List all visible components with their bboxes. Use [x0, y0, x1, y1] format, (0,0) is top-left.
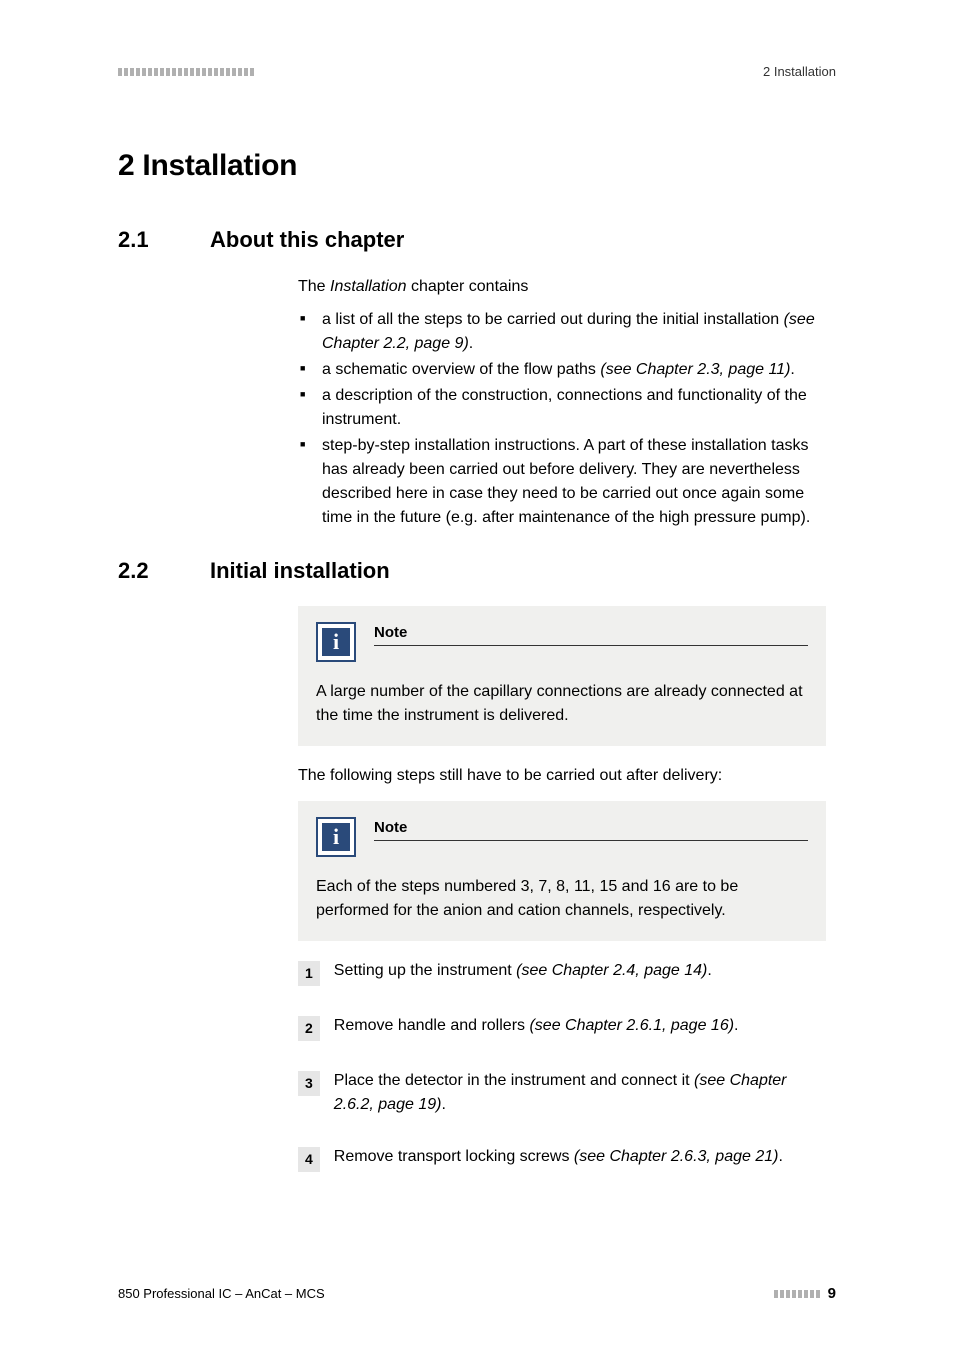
section-2-1-body: The Installation chapter contains a list…: [298, 275, 826, 530]
footer-ornament: [774, 1290, 820, 1298]
step-item: 4 Remove transport locking screws (see C…: [298, 1145, 826, 1172]
step-number: 4: [298, 1147, 320, 1172]
text: The: [298, 278, 330, 295]
note-box: i Note Each of the steps numbered 3, 7, …: [298, 801, 826, 941]
paragraph: The following steps still have to be car…: [298, 764, 826, 787]
info-icon: i: [316, 622, 356, 662]
section-number: 2.1: [118, 227, 210, 253]
text: a schematic overview of the flow paths: [322, 361, 600, 378]
step-number: 1: [298, 961, 320, 986]
header-ornament: [118, 68, 254, 76]
text: .: [469, 335, 473, 352]
text: .: [734, 1017, 738, 1034]
note-body: Each of the steps numbered 3, 7, 8, 11, …: [316, 875, 808, 923]
section-2-1-heading: 2.1 About this chapter: [118, 227, 836, 253]
section-title: Initial installation: [210, 558, 390, 584]
list-item: a description of the construction, conne…: [298, 384, 826, 432]
info-icon: i: [316, 817, 356, 857]
text-italic: Installation: [330, 278, 407, 295]
text: a list of all the steps to be carried ou…: [322, 311, 784, 328]
section-title: About this chapter: [210, 227, 404, 253]
note-body: A large number of the capillary connecti…: [316, 680, 808, 728]
note-header: i Note: [316, 622, 808, 662]
text: Remove transport locking screws: [334, 1148, 574, 1165]
section-2-2-body: i Note A large number of the capillary c…: [298, 606, 826, 1172]
step-item: 2 Remove handle and rollers (see Chapter…: [298, 1014, 826, 1041]
page-footer: 850 Professional IC – AnCat – MCS 9: [118, 1285, 836, 1302]
bullet-list: a list of all the steps to be carried ou…: [298, 308, 826, 530]
page-number: 9: [828, 1285, 836, 1302]
text: Place the detector in the instrument and…: [334, 1072, 694, 1089]
note-label: Note: [374, 624, 808, 641]
note-box: i Note A large number of the capillary c…: [298, 606, 826, 746]
footer-product: 850 Professional IC – AnCat – MCS: [118, 1286, 325, 1301]
divider: [374, 840, 808, 841]
divider: [374, 645, 808, 646]
section-number: 2.2: [118, 558, 210, 584]
list-item: a schematic overview of the flow paths (…: [298, 358, 826, 382]
text-italic: (see Chapter 2.6.3, page 21): [574, 1148, 779, 1165]
page: 2 Installation 2 Installation 2.1 About …: [0, 0, 954, 1172]
text: chapter contains: [407, 278, 529, 295]
text: .: [778, 1148, 782, 1165]
step-list: 1 Setting up the instrument (see Chapter…: [298, 959, 826, 1172]
chapter-heading: 2 Installation: [118, 149, 836, 183]
text-italic: (see Chapter 2.4, page 14): [516, 962, 707, 979]
text: .: [441, 1096, 445, 1113]
note-label: Note: [374, 819, 808, 836]
note-header: i Note: [316, 817, 808, 857]
step-number: 2: [298, 1016, 320, 1041]
text: Remove handle and rollers: [334, 1017, 530, 1034]
section-2-2-heading: 2.2 Initial installation: [118, 558, 836, 584]
text: Setting up the instrument: [334, 962, 516, 979]
page-header: 2 Installation: [118, 64, 836, 79]
text-italic: (see Chapter 2.6.1, page 16): [529, 1017, 734, 1034]
text: .: [707, 962, 711, 979]
intro-paragraph: The Installation chapter contains: [298, 275, 826, 298]
step-item: 3 Place the detector in the instrument a…: [298, 1069, 826, 1117]
header-chapter: 2 Installation: [763, 64, 836, 79]
list-item: step-by-step installation instructions. …: [298, 434, 826, 530]
step-number: 3: [298, 1071, 320, 1096]
list-item: a list of all the steps to be carried ou…: [298, 308, 826, 356]
step-item: 1 Setting up the instrument (see Chapter…: [298, 959, 826, 986]
text: .: [790, 361, 794, 378]
text-italic: (see Chapter 2.3, page 11): [600, 361, 790, 378]
